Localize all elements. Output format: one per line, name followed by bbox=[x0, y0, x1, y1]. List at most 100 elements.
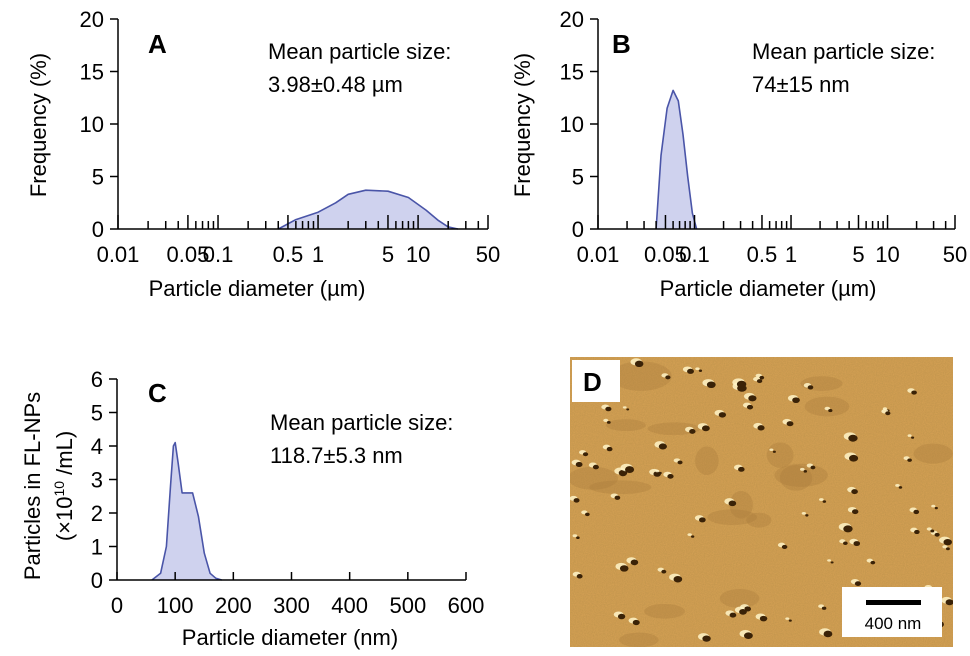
y-tick-label: 6 bbox=[91, 367, 103, 392]
afm-particle bbox=[702, 635, 711, 642]
afm-particle bbox=[748, 395, 757, 402]
panel-c: C Mean particle size: 118.7±5.3 nm Parti… bbox=[20, 367, 484, 650]
afm-particle bbox=[691, 535, 695, 538]
afm-shadow-patch bbox=[707, 509, 757, 525]
afm-particle bbox=[689, 429, 696, 434]
panel-c-x-axis-label: Particle diameter (nm) bbox=[182, 625, 398, 650]
afm-particle bbox=[626, 408, 630, 411]
afm-particle bbox=[625, 466, 635, 473]
x-tick-label: 5 bbox=[852, 242, 864, 267]
panel-a-y-axis-label: Frequency (%) bbox=[26, 53, 51, 197]
distribution-fill bbox=[656, 90, 697, 230]
afm-shadow-patch bbox=[619, 632, 659, 647]
panel-a-annotation-line2: 3.98±0.48 µm bbox=[268, 72, 403, 97]
afm-particle bbox=[830, 561, 834, 564]
y-tick-label: 20 bbox=[560, 7, 584, 32]
afm-particle bbox=[718, 412, 727, 418]
panel-c-y-axis-unit-exponent: 10 bbox=[51, 481, 67, 497]
afm-particle bbox=[617, 613, 626, 620]
afm-particle bbox=[756, 379, 763, 384]
afm-particle bbox=[738, 466, 745, 472]
afm-particle-highlight bbox=[695, 367, 700, 371]
x-tick-label: 10 bbox=[875, 242, 899, 267]
afm-particle bbox=[945, 599, 953, 606]
afm-particle bbox=[619, 565, 629, 572]
afm-particle bbox=[739, 608, 747, 615]
afm-particle bbox=[788, 619, 792, 622]
afm-particle bbox=[667, 474, 674, 479]
afm-particle bbox=[573, 498, 580, 503]
afm-particle bbox=[576, 536, 580, 540]
afm-shadow-patch bbox=[746, 512, 772, 528]
x-tick-label: 0.05 bbox=[644, 242, 687, 267]
afm-shadow-patch bbox=[570, 466, 618, 490]
afm-particle bbox=[807, 385, 814, 390]
y-tick-label: 1 bbox=[91, 535, 103, 560]
afm-particle bbox=[729, 612, 737, 618]
afm-particle bbox=[759, 375, 765, 380]
afm-particle bbox=[606, 446, 613, 452]
afm-particle-highlight bbox=[907, 434, 912, 437]
panel-c-label: C bbox=[148, 378, 167, 408]
afm-particle bbox=[914, 529, 920, 535]
afm-particle bbox=[677, 460, 683, 465]
y-tick-label: 10 bbox=[80, 112, 104, 137]
distribution-line bbox=[277, 189, 459, 230]
y-tick-label: 15 bbox=[560, 60, 584, 85]
afm-shadow-patch bbox=[913, 443, 953, 464]
afm-particle bbox=[759, 615, 768, 622]
distribution-line bbox=[655, 89, 698, 230]
afm-particle bbox=[843, 541, 848, 546]
afm-particle-highlight bbox=[785, 617, 790, 620]
afm-particle-highlight bbox=[687, 533, 692, 536]
panel-b-y-axis-label: Frequency (%) bbox=[510, 53, 535, 197]
afm-particle bbox=[911, 390, 917, 395]
afm-particle bbox=[907, 458, 912, 462]
panel-b-annotation-line2: 74±15 nm bbox=[752, 72, 850, 97]
afm-particle-highlight bbox=[882, 407, 888, 410]
afm-particle bbox=[823, 630, 833, 638]
afm-particle bbox=[821, 606, 827, 610]
afm-particle bbox=[687, 368, 694, 374]
scalebar-line bbox=[866, 600, 921, 605]
y-tick-label: 4 bbox=[91, 434, 103, 459]
y-tick-label: 20 bbox=[80, 7, 104, 32]
afm-particle-highlight bbox=[572, 534, 578, 538]
afm-shadow-patch bbox=[719, 589, 760, 608]
x-tick-label: 1 bbox=[785, 242, 797, 267]
afm-particle bbox=[728, 500, 737, 507]
panel-a-annotation-line1: Mean particle size: bbox=[268, 39, 451, 64]
x-tick-label: 1 bbox=[312, 242, 324, 267]
afm-particle-highlight bbox=[926, 527, 932, 531]
panel-b: B Mean particle size: 74±15 nm Particle … bbox=[510, 7, 967, 301]
afm-particle bbox=[803, 470, 808, 473]
x-tick-label: 0.5 bbox=[747, 242, 778, 267]
x-tick-label: 0 bbox=[111, 593, 123, 618]
afm-particle bbox=[930, 529, 935, 533]
afm-particle bbox=[805, 514, 809, 517]
x-tick-label: 10 bbox=[406, 242, 430, 267]
afm-particle bbox=[634, 360, 644, 368]
afm-shadow-patch bbox=[644, 603, 685, 619]
afm-particle bbox=[605, 406, 612, 412]
afm-particle bbox=[630, 559, 639, 566]
afm-particle bbox=[665, 375, 671, 380]
x-tick-label: 100 bbox=[157, 593, 194, 618]
afm-particle bbox=[943, 538, 952, 546]
x-tick-label: 0.1 bbox=[203, 242, 234, 267]
afm-particle-highlight bbox=[931, 504, 936, 508]
afm-shadow-patch bbox=[695, 446, 719, 475]
afm-particle bbox=[913, 509, 920, 515]
panel-c-annotation-line1: Mean particle size: bbox=[270, 410, 453, 435]
x-tick-label: 0.01 bbox=[97, 242, 140, 267]
afm-particle bbox=[934, 506, 938, 510]
x-tick-label: 0.01 bbox=[577, 242, 620, 267]
afm-particle bbox=[584, 512, 590, 517]
afm-particle bbox=[843, 525, 853, 533]
afm-particle bbox=[945, 547, 950, 551]
afm-particle-highlight bbox=[603, 418, 609, 422]
y-tick-label: 5 bbox=[91, 401, 103, 426]
x-tick-label: 200 bbox=[215, 593, 252, 618]
afm-particle bbox=[699, 517, 706, 523]
